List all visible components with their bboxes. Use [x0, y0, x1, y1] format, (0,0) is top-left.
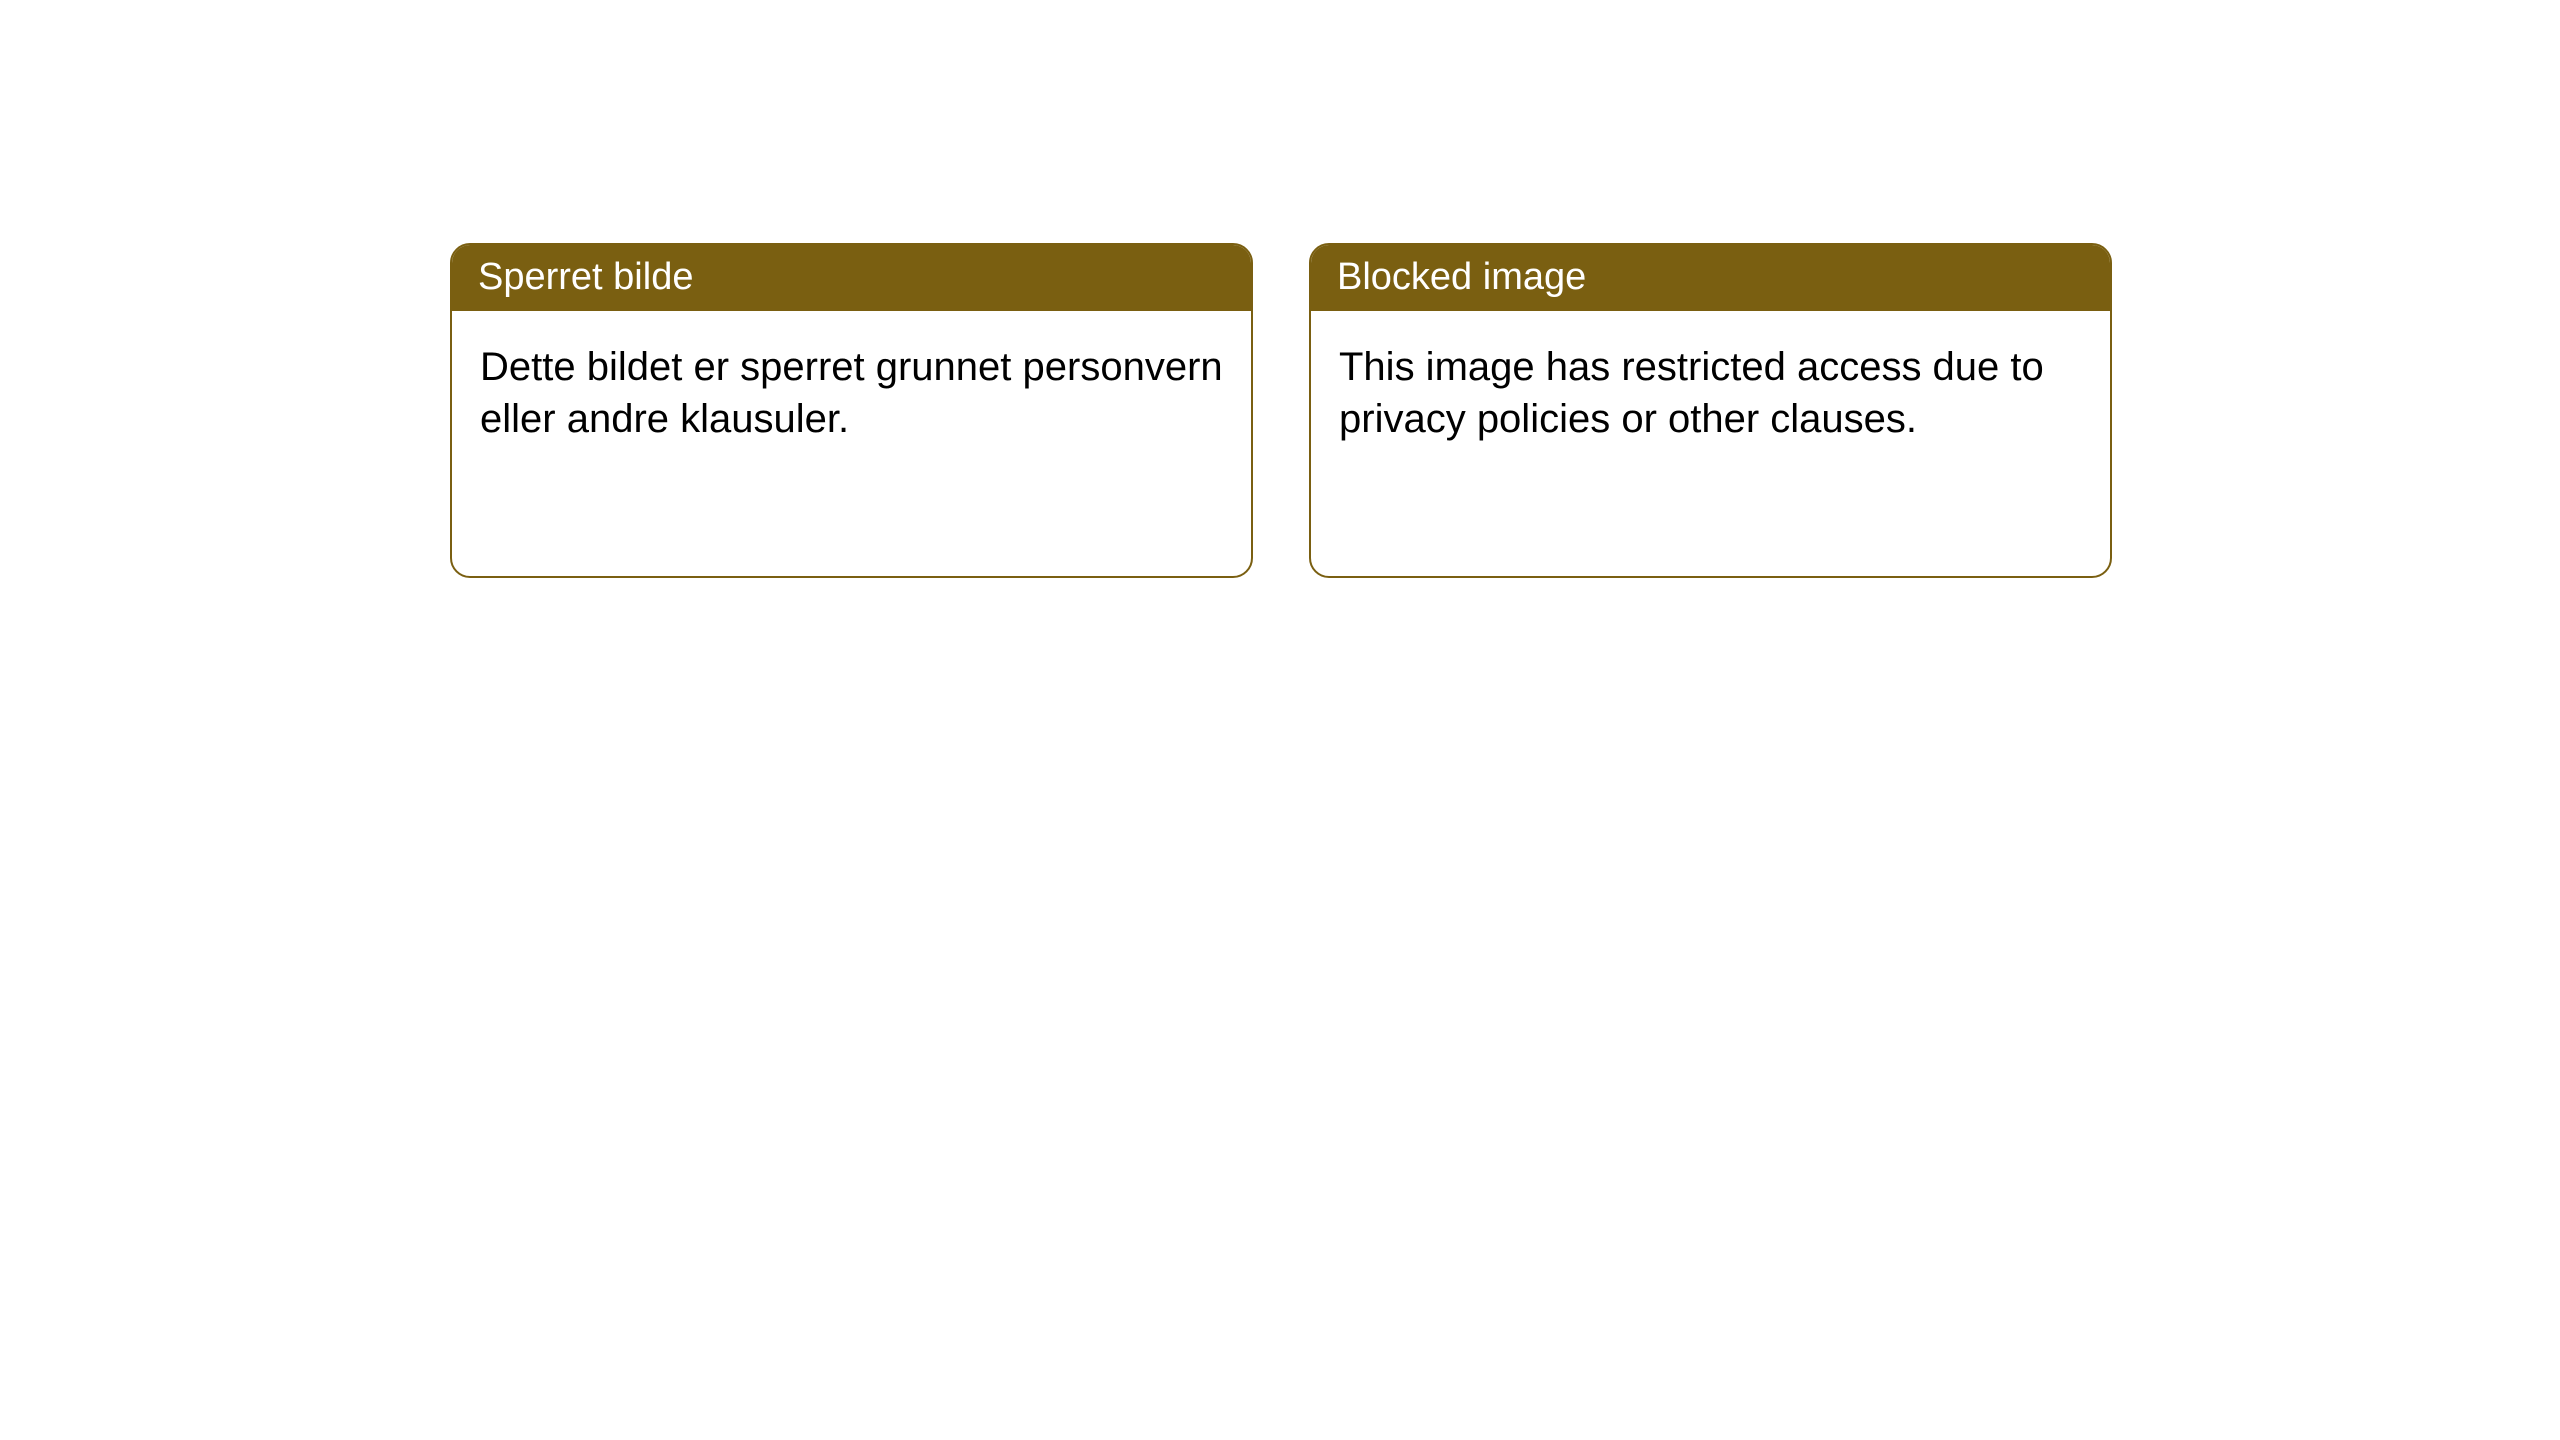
notice-message: This image has restricted access due to … — [1339, 345, 2044, 441]
notices-container: Sperret bilde Dette bildet er sperret gr… — [450, 243, 2112, 578]
notice-title: Blocked image — [1337, 256, 1586, 298]
notice-body: Dette bildet er sperret grunnet personve… — [452, 311, 1251, 475]
notice-body: This image has restricted access due to … — [1311, 311, 2110, 475]
notice-message: Dette bildet er sperret grunnet personve… — [480, 345, 1223, 441]
notice-title: Sperret bilde — [478, 256, 693, 298]
notice-header: Sperret bilde — [452, 245, 1251, 311]
notice-card-norwegian: Sperret bilde Dette bildet er sperret gr… — [450, 243, 1253, 578]
notice-card-english: Blocked image This image has restricted … — [1309, 243, 2112, 578]
notice-header: Blocked image — [1311, 245, 2110, 311]
